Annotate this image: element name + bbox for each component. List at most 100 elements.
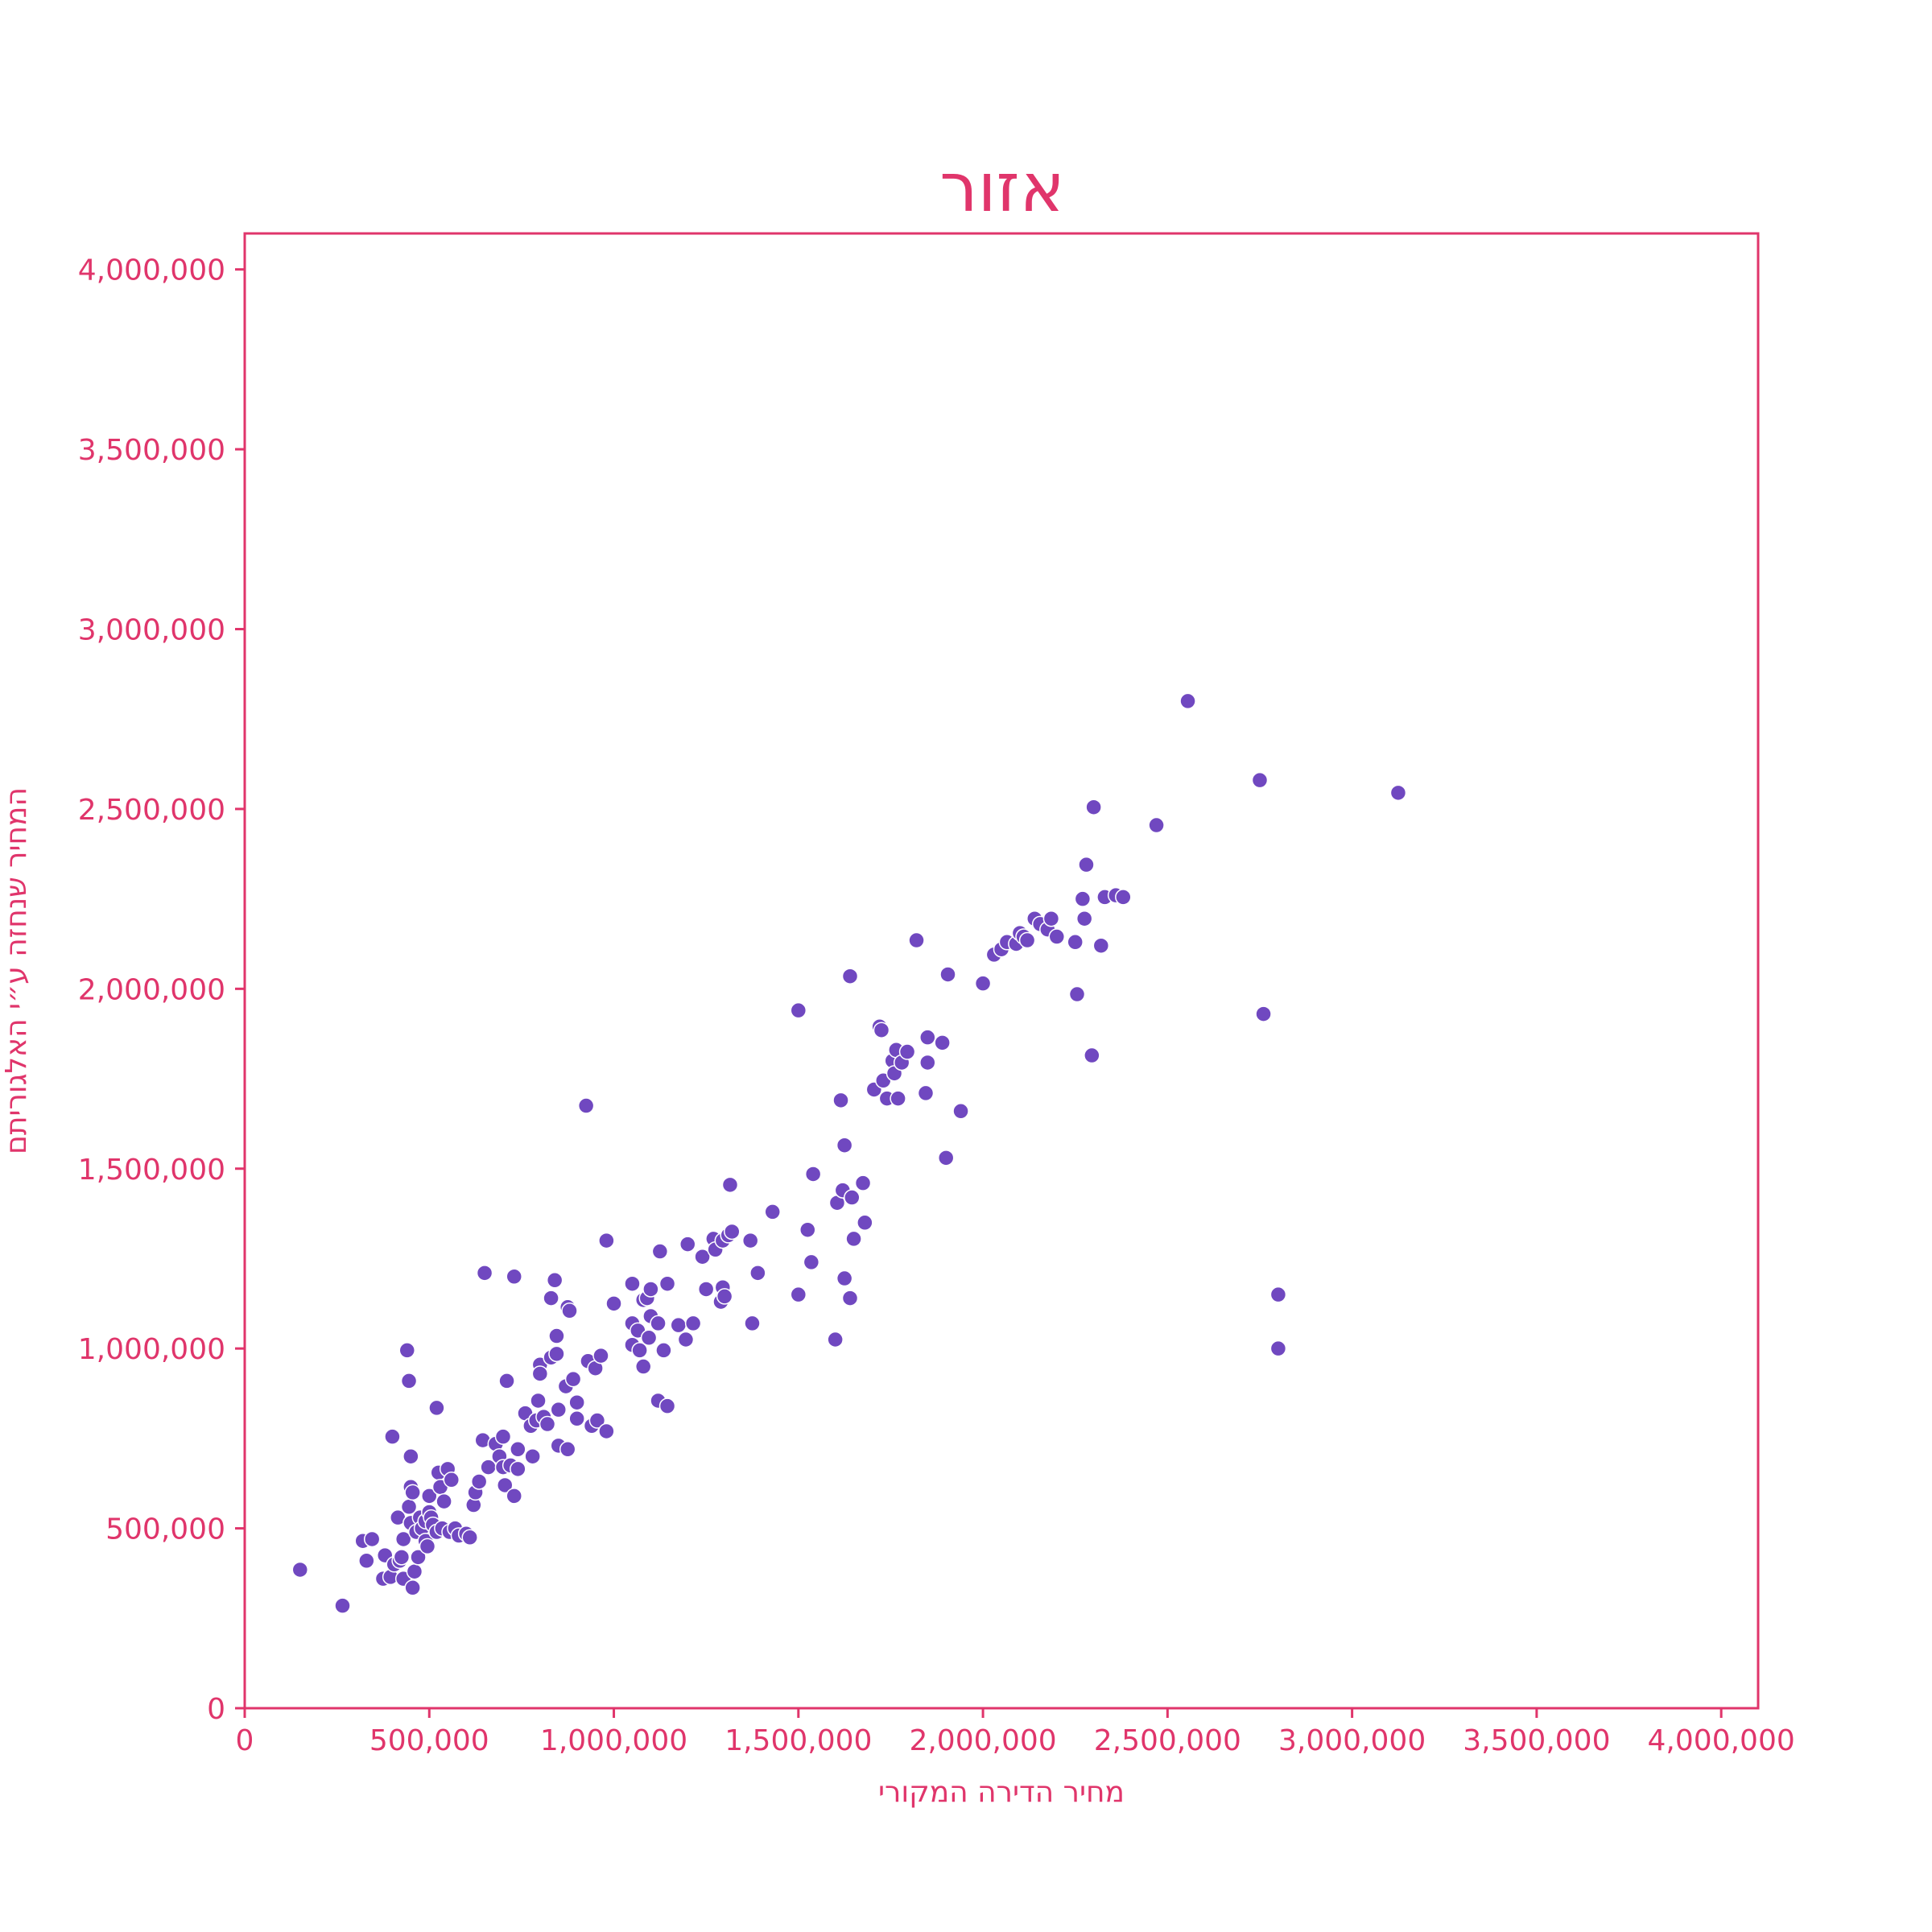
scatter-point — [510, 1441, 526, 1458]
scatter-point — [1075, 910, 1093, 927]
scatter-point — [470, 1473, 488, 1490]
scatter-point — [651, 1243, 669, 1260]
data-points — [291, 692, 1407, 1614]
scatter-point — [655, 1342, 672, 1359]
scatter-point — [697, 1281, 715, 1298]
scatter-point — [402, 1447, 419, 1465]
scatter-point — [1269, 1340, 1287, 1357]
scatter-point — [394, 1530, 412, 1548]
scatter-point — [510, 1460, 526, 1478]
scatter-point — [677, 1331, 695, 1348]
scatter-point — [564, 1370, 582, 1388]
scatter-point — [598, 1422, 615, 1440]
scatter-point — [919, 1029, 936, 1046]
scatter-point — [550, 1401, 568, 1418]
scatter-point — [624, 1275, 641, 1292]
scatter-point — [679, 1236, 696, 1253]
x-tick-label: 500,000 — [369, 1724, 489, 1757]
x-tick-label: 3,500,000 — [1463, 1724, 1610, 1757]
scatter-point — [443, 1472, 460, 1488]
scatter-point — [530, 1392, 547, 1410]
scatter-point — [494, 1428, 512, 1445]
scatter-point — [952, 1103, 969, 1120]
scatter-point — [421, 1488, 438, 1505]
x-tick-label: 2,000,000 — [909, 1724, 1056, 1757]
scatter-point — [844, 1189, 861, 1206]
scatter-point — [854, 1174, 872, 1191]
scatter-point — [592, 1347, 609, 1364]
scatter-point — [1048, 928, 1066, 945]
scatter-point — [539, 1415, 556, 1433]
scatter-point — [836, 1137, 853, 1154]
y-tick-label: 4,000,000 — [78, 254, 225, 287]
scatter-point — [404, 1484, 421, 1501]
scatter-point — [857, 1214, 873, 1232]
scatter-point — [724, 1223, 741, 1241]
x-tick-label: 3,000,000 — [1278, 1724, 1426, 1757]
scatter-point — [1067, 934, 1084, 951]
scatter-point — [803, 1253, 820, 1271]
x-tick-label: 2,500,000 — [1094, 1724, 1241, 1757]
scatter-point — [898, 1043, 916, 1060]
scatter-point — [461, 1529, 478, 1546]
scatter-point — [890, 1090, 906, 1107]
scatter-point — [658, 1397, 676, 1414]
x-tick-label: 0 — [236, 1724, 254, 1757]
scatter-point — [744, 1315, 761, 1332]
scatter-point — [634, 1358, 652, 1375]
scatter-point — [937, 1150, 955, 1166]
x-tick-label: 4,000,000 — [1648, 1724, 1795, 1757]
scatter-point — [605, 1295, 622, 1312]
scatter-point — [419, 1538, 436, 1555]
scatter-point — [1092, 937, 1110, 954]
scatter-point — [670, 1316, 687, 1334]
scatter-point — [410, 1549, 427, 1566]
scatter-point — [721, 1176, 739, 1194]
scatter-point — [790, 1001, 807, 1019]
scatter-point — [577, 1097, 595, 1114]
scatter-point — [1084, 1046, 1100, 1064]
y-axis-label: המחיר שנחזה ע״י האלגוריתם — [0, 787, 33, 1154]
scatter-point — [543, 1290, 559, 1307]
y-tick-label: 1,000,000 — [78, 1333, 225, 1366]
scatter-point — [908, 931, 925, 949]
scatter-point — [684, 1315, 702, 1332]
y-tick-label: 3,500,000 — [78, 434, 225, 467]
scatter-point — [406, 1563, 423, 1580]
y-tick-label: 2,500,000 — [78, 794, 225, 827]
scatter-point — [939, 966, 956, 983]
scatter-point — [1255, 1005, 1272, 1022]
scatter-point — [398, 1342, 416, 1359]
y-tick-label: 0 — [207, 1693, 225, 1726]
scatter-point — [476, 1265, 493, 1282]
scatter-point — [291, 1561, 309, 1579]
scatter-point — [334, 1597, 351, 1614]
scatter-point — [568, 1410, 585, 1427]
scatter-point — [1179, 692, 1196, 710]
scatter-point — [764, 1203, 781, 1220]
x-axis-label: מחיר הדירה המקורי — [878, 1776, 1125, 1809]
y-tick-label: 500,000 — [105, 1513, 225, 1546]
scatter-point — [1042, 910, 1060, 927]
scatter-point — [400, 1373, 418, 1389]
scatter-point — [631, 1342, 648, 1359]
scatter-point — [598, 1232, 615, 1249]
scatter-point — [1074, 890, 1092, 907]
scatter-point — [1389, 784, 1407, 802]
scatter-point — [1115, 889, 1132, 906]
scatter-point — [974, 975, 992, 992]
y-tick-label: 1,500,000 — [78, 1154, 225, 1187]
x-axis: 0 500,000 1,000,000 1,500,000 2,000,000 2,500… — [236, 1708, 1795, 1757]
scatter-point — [1068, 985, 1086, 1003]
x-tick-label: 1,000,000 — [540, 1724, 687, 1757]
scatter-point — [358, 1552, 375, 1570]
scatter-point — [749, 1265, 766, 1282]
scatter-point — [741, 1232, 759, 1249]
scatter-point — [694, 1248, 711, 1265]
scatter-point — [568, 1393, 585, 1411]
scatter-point — [650, 1315, 667, 1332]
scatter-point — [790, 1286, 807, 1303]
scatter-point — [506, 1268, 522, 1286]
scatter-point — [836, 1269, 853, 1287]
scatter-point — [658, 1275, 676, 1292]
